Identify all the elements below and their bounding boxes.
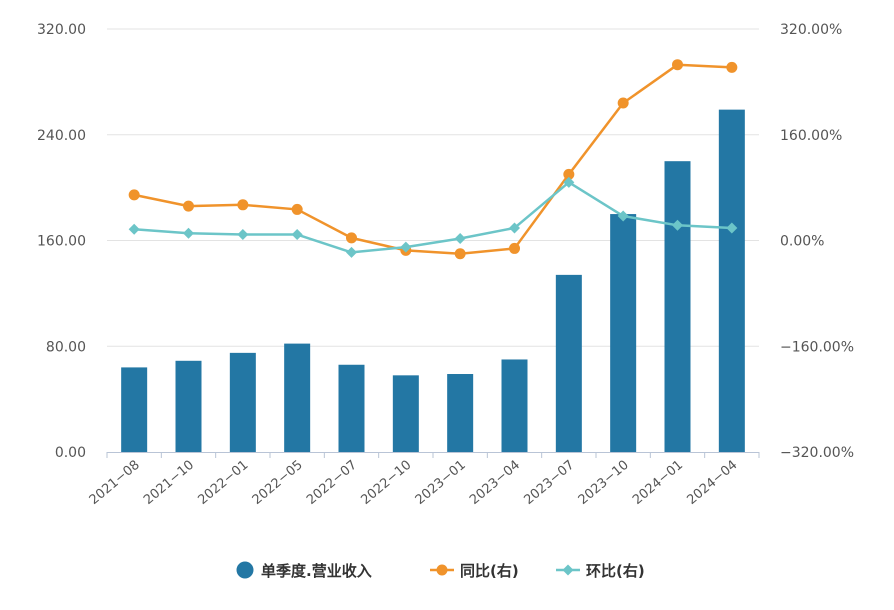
- bar: [175, 360, 202, 452]
- right-y-axis: −320.00% −160.00% 0.00% 160.00% 320.00%: [780, 22, 854, 461]
- bar: [392, 375, 419, 452]
- x-tick-label: 2021−08: [87, 458, 143, 508]
- x-tick-label: 2023−10: [576, 458, 632, 508]
- line-series: [128, 59, 738, 260]
- y-left-tick-label: 80.00: [46, 339, 86, 355]
- y-right-tick-label: 320.00%: [780, 22, 842, 38]
- y-right-tick-label: −320.00%: [780, 445, 854, 461]
- data-point: [726, 222, 738, 234]
- y-left-tick-label: 320.00: [37, 22, 86, 38]
- legend-label: 同比(右): [460, 562, 519, 580]
- x-axis: 2021−082021−102022−012022−052022−072022−…: [87, 452, 760, 508]
- x-tick-label: 2023−04: [467, 458, 523, 508]
- data-point: [291, 229, 303, 241]
- data-point: [237, 229, 249, 241]
- legend: 单季度.营业收入 同比(右) 环比(右): [236, 561, 645, 580]
- legend-marker: [436, 564, 448, 576]
- bar: [284, 343, 311, 452]
- legend-label: 单季度.营业收入: [261, 562, 372, 580]
- x-tick-label: 2023−01: [413, 458, 469, 508]
- bar-series: [121, 109, 745, 453]
- data-point: [183, 200, 194, 212]
- data-point: [672, 219, 683, 231]
- bar: [610, 214, 637, 452]
- bar: [718, 109, 745, 453]
- data-point: [509, 242, 520, 254]
- data-point: [291, 203, 303, 215]
- data-point: [128, 223, 140, 235]
- legend-label: 环比(右): [586, 562, 645, 580]
- x-tick-label: 2024−04: [684, 458, 740, 508]
- data-point: [346, 246, 357, 258]
- data-point: [400, 241, 412, 253]
- y-right-tick-label: 0.00%: [780, 234, 824, 250]
- legend-marker: [562, 564, 574, 576]
- bar: [121, 367, 148, 452]
- series-line: [134, 181, 732, 254]
- x-tick-label: 2022−01: [195, 458, 251, 508]
- series-line: [133, 63, 732, 255]
- data-point: [454, 248, 466, 260]
- data-point: [237, 199, 249, 211]
- bar: [229, 352, 256, 452]
- legend-marker: [236, 561, 254, 579]
- bar: [338, 364, 365, 452]
- data-point: [454, 233, 466, 245]
- gridlines: [107, 28, 759, 347]
- data-point: [726, 61, 738, 73]
- x-tick-label: 2023−07: [521, 458, 577, 508]
- data-point: [128, 189, 140, 201]
- data-point: [617, 97, 629, 109]
- y-right-tick-label: 160.00%: [780, 128, 842, 144]
- left-y-axis: 0.00 80.00 160.00 240.00 320.00: [37, 22, 86, 461]
- x-tick-label: 2022−10: [358, 458, 414, 508]
- y-left-tick-label: 0.00: [55, 445, 86, 461]
- y-left-tick-label: 240.00: [37, 128, 86, 144]
- data-point: [509, 222, 520, 234]
- data-point: [672, 59, 683, 71]
- x-tick-label: 2024−01: [630, 458, 686, 508]
- data-point: [346, 232, 357, 244]
- bar: [447, 374, 474, 452]
- y-right-tick-label: −160.00%: [780, 339, 854, 355]
- data-point: [183, 227, 194, 239]
- x-tick-label: 2022−05: [250, 458, 306, 508]
- x-tick-label: 2022−07: [304, 458, 360, 508]
- y-left-tick-label: 160.00: [37, 234, 86, 250]
- data-point: [617, 210, 629, 222]
- x-tick-label: 2021−10: [141, 458, 197, 508]
- bar: [664, 161, 691, 452]
- data-point: [563, 176, 575, 188]
- bar: [555, 274, 582, 452]
- data-point: [563, 168, 575, 180]
- bar: [501, 359, 528, 452]
